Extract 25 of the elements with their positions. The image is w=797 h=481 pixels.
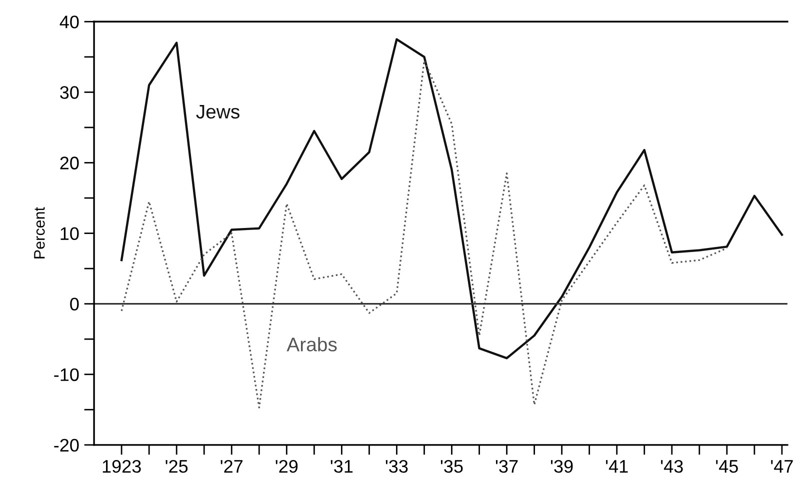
line-series xyxy=(120,60,728,408)
y-tick-label: 0 xyxy=(70,298,79,311)
y-axis-title: Percent xyxy=(34,207,45,258)
series-label: Jews xyxy=(196,105,240,119)
y-tick-label: -10 xyxy=(54,368,79,382)
x-tick-label: '27 xyxy=(220,460,242,473)
series-label: Arabs xyxy=(286,337,337,352)
x-tick-label: '29 xyxy=(276,460,298,473)
y-tick-label: 10 xyxy=(60,227,79,240)
x-tick-label: '45 xyxy=(716,460,738,473)
y-tick-label: 30 xyxy=(60,86,79,99)
y-tick-label: -20 xyxy=(54,438,79,452)
y-tick-label: 20 xyxy=(60,156,79,170)
line-series xyxy=(120,38,784,360)
x-tick-label: '41 xyxy=(606,460,628,473)
x-tick-label: 1923 xyxy=(102,460,141,473)
x-tick-label: '31 xyxy=(330,460,353,473)
x-tick-label: '43 xyxy=(661,460,683,473)
x-tick-label: '47 xyxy=(771,460,793,473)
x-tick-label: '37 xyxy=(496,460,518,473)
x-tick-label: '39 xyxy=(550,460,573,473)
x-tick-label: '25 xyxy=(166,460,188,473)
x-tick-label: '33 xyxy=(386,460,408,473)
y-tick-label: 40 xyxy=(60,16,79,28)
x-tick-label: '35 xyxy=(440,460,463,473)
